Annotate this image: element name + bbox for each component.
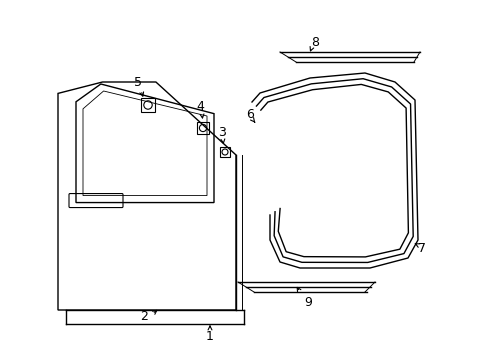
Text: 5: 5 <box>134 76 142 89</box>
Bar <box>220 147 229 157</box>
Bar <box>141 98 155 112</box>
Text: 2: 2 <box>140 310 148 323</box>
Text: 6: 6 <box>245 108 253 122</box>
Text: 1: 1 <box>205 329 214 342</box>
Bar <box>197 122 208 134</box>
Text: 9: 9 <box>304 296 311 309</box>
Text: 8: 8 <box>310 36 318 49</box>
Text: 4: 4 <box>196 99 203 112</box>
Text: 3: 3 <box>218 126 225 139</box>
Text: 7: 7 <box>417 242 425 255</box>
